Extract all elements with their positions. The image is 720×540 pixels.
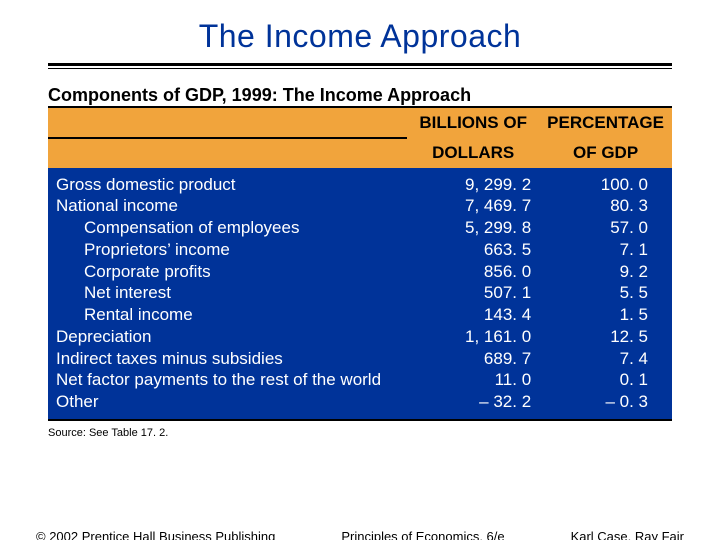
slide-title: The Income Approach	[0, 18, 720, 55]
row-billions: 7, 469. 7	[407, 195, 539, 217]
row-percentage: 57. 0	[539, 217, 672, 239]
row-billions: 11. 0	[407, 369, 539, 391]
row-percentage: 7. 4	[539, 348, 672, 370]
gdp-table-body: Gross domestic product9, 299. 2100. 0Nat…	[48, 168, 672, 420]
col-header-billions-l1: BILLIONS OF	[407, 107, 539, 138]
table-row: Other– 32. 2– 0. 3	[48, 391, 672, 420]
row-percentage: 7. 1	[539, 239, 672, 261]
row-billions: – 32. 2	[407, 391, 539, 420]
row-label: National income	[48, 195, 407, 217]
footer-book-title: Principles of Economics, 6/e	[341, 529, 504, 540]
gdp-table: BILLIONS OF PERCENTAGE DOLLARS OF GDP Gr…	[48, 106, 672, 421]
row-label: Other	[48, 391, 407, 420]
slide-footer: © 2002 Prentice Hall Business Publishing…	[0, 529, 720, 540]
row-billions: 5, 299. 8	[407, 217, 539, 239]
table-row: Proprietors’ income663. 57. 1	[48, 239, 672, 261]
row-billions: 143. 4	[407, 304, 539, 326]
row-label: Corporate profits	[48, 261, 407, 283]
table-row: Gross domestic product9, 299. 2100. 0	[48, 168, 672, 196]
table-source: Source: See Table 17. 2.	[48, 427, 672, 439]
row-label: Indirect taxes minus subsidies	[48, 348, 407, 370]
table-row: Compensation of employees5, 299. 857. 0	[48, 217, 672, 239]
row-label: Gross domestic product	[48, 168, 407, 196]
col-header-pct-l1: PERCENTAGE	[539, 107, 672, 138]
table-row: National income7, 469. 780. 3	[48, 195, 672, 217]
table-row: Net interest507. 15. 5	[48, 282, 672, 304]
table-row: Depreciation1, 161. 012. 5	[48, 326, 672, 348]
footer-copyright: © 2002 Prentice Hall Business Publishing	[36, 529, 275, 540]
col-header-billions-l2: DOLLARS	[407, 138, 539, 168]
row-label: Proprietors’ income	[48, 239, 407, 261]
row-billions: 1, 161. 0	[407, 326, 539, 348]
table-row: Net factor payments to the rest of the w…	[48, 369, 672, 391]
row-label: Rental income	[48, 304, 407, 326]
col-header-pct-l2: OF GDP	[539, 138, 672, 168]
table-row: Corporate profits856. 09. 2	[48, 261, 672, 283]
slide: { "title": "The Income Approach", "subti…	[0, 18, 720, 540]
row-percentage: 1. 5	[539, 304, 672, 326]
row-billions: 856. 0	[407, 261, 539, 283]
table-row: Rental income143. 41. 5	[48, 304, 672, 326]
col-header-blank-2	[48, 138, 407, 168]
row-billions: 9, 299. 2	[407, 168, 539, 196]
row-percentage: 9. 2	[539, 261, 672, 283]
row-label: Net factor payments to the rest of the w…	[48, 369, 407, 391]
row-label: Net interest	[48, 282, 407, 304]
row-percentage: 5. 5	[539, 282, 672, 304]
gdp-table-element: BILLIONS OF PERCENTAGE DOLLARS OF GDP Gr…	[48, 106, 672, 421]
title-rule-thick	[48, 63, 672, 66]
row-percentage: – 0. 3	[539, 391, 672, 420]
row-label: Depreciation	[48, 326, 407, 348]
table-row: Indirect taxes minus subsidies689. 77. 4	[48, 348, 672, 370]
table-caption: Components of GDP, 1999: The Income Appr…	[48, 85, 672, 106]
footer-authors: Karl Case, Ray Fair	[571, 529, 684, 540]
row-billions: 689. 7	[407, 348, 539, 370]
col-header-blank	[48, 107, 407, 138]
row-label: Compensation of employees	[48, 217, 407, 239]
row-percentage: 0. 1	[539, 369, 672, 391]
row-percentage: 80. 3	[539, 195, 672, 217]
row-percentage: 100. 0	[539, 168, 672, 196]
row-percentage: 12. 5	[539, 326, 672, 348]
row-billions: 507. 1	[407, 282, 539, 304]
row-billions: 663. 5	[407, 239, 539, 261]
title-rule-thin	[48, 68, 672, 69]
